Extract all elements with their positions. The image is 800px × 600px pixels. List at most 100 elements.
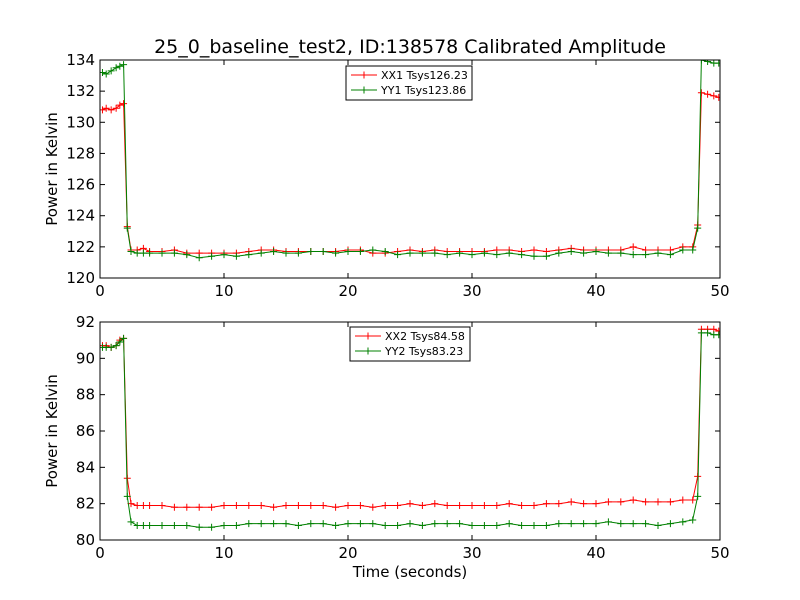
data-point	[195, 254, 203, 262]
data-point	[270, 248, 278, 256]
data-point	[715, 60, 720, 67]
data-point	[480, 521, 488, 529]
data-point	[567, 248, 575, 256]
data-point	[107, 343, 115, 351]
data-point	[431, 500, 439, 508]
data-point	[139, 249, 147, 257]
data-point	[592, 520, 600, 528]
data-point	[654, 521, 662, 529]
data-point	[220, 251, 228, 259]
y-tick-label: 124	[66, 207, 95, 225]
data-point	[679, 496, 687, 504]
data-point	[356, 520, 364, 528]
data-point	[344, 248, 352, 256]
data-point	[418, 521, 426, 529]
legend-box	[345, 65, 473, 101]
data-point	[139, 501, 147, 509]
data-point	[319, 248, 327, 256]
y-tick-label: 128	[66, 144, 95, 162]
data-point	[456, 501, 464, 509]
legend-marker	[364, 347, 372, 355]
data-point	[443, 520, 451, 528]
data-point	[394, 521, 402, 529]
data-point	[208, 252, 216, 260]
x-tick-label: 50	[710, 544, 729, 562]
data-point	[493, 521, 501, 529]
data-point	[493, 251, 501, 259]
data-point	[232, 521, 240, 529]
data-point	[170, 521, 178, 529]
x-tick-label: 40	[586, 282, 605, 300]
x-tick-label: 20	[338, 282, 357, 300]
data-point	[270, 520, 278, 528]
data-point	[666, 498, 674, 506]
data-point	[689, 246, 697, 254]
data-point	[102, 70, 110, 78]
legend-entry-label: XX1 Tsys126.23	[381, 69, 468, 82]
y-tick-label: 84	[76, 458, 95, 476]
data-point	[443, 501, 451, 509]
data-point	[294, 501, 302, 509]
data-point	[332, 249, 340, 257]
series-line-2	[102, 332, 719, 528]
data-point	[369, 246, 377, 254]
data-point	[112, 64, 120, 72]
y-tick-label: 90	[76, 349, 95, 367]
data-point	[694, 224, 702, 232]
data-point	[183, 521, 191, 529]
data-point	[356, 248, 364, 256]
data-point	[480, 249, 488, 257]
data-point	[282, 501, 290, 509]
data-point	[518, 521, 526, 529]
data-point	[592, 248, 600, 256]
data-point	[629, 520, 637, 528]
data-point	[120, 334, 128, 342]
data-point	[617, 498, 625, 506]
data-point	[642, 498, 650, 506]
data-point	[493, 501, 501, 509]
data-point	[208, 503, 216, 511]
data-point	[679, 518, 687, 526]
data-point	[666, 520, 674, 528]
data-point	[107, 67, 115, 75]
legend-marker	[360, 71, 368, 79]
data-point	[555, 249, 563, 257]
data-point	[123, 224, 131, 232]
data-point	[116, 62, 124, 70]
data-point	[123, 492, 131, 500]
data-point	[604, 498, 612, 506]
data-point	[710, 92, 718, 100]
data-point	[604, 518, 612, 526]
data-point	[394, 251, 402, 259]
data-point	[629, 243, 637, 251]
data-point	[112, 104, 120, 112]
y-tick-label: 134	[66, 51, 95, 69]
y-tick-label: 126	[66, 176, 95, 194]
x-axis-label: Time (seconds)	[352, 563, 468, 581]
x-tick-label: 0	[95, 544, 105, 562]
data-point	[518, 501, 526, 509]
data-point	[418, 501, 426, 509]
data-point	[505, 520, 513, 528]
legend: XX1 Tsys126.23 YY1 Tsys123.86	[345, 65, 473, 101]
data-point	[116, 101, 124, 109]
data-point	[480, 501, 488, 509]
data-point	[369, 520, 377, 528]
data-point	[604, 249, 612, 257]
data-point	[580, 520, 588, 528]
data-point	[307, 248, 315, 256]
data-point	[133, 249, 141, 257]
data-point	[580, 500, 588, 508]
data-point	[418, 249, 426, 257]
y-tick-label: 130	[66, 113, 95, 131]
data-point	[443, 251, 451, 259]
data-point	[542, 521, 550, 529]
legend-marker	[364, 332, 372, 340]
x-tick-label: 40	[586, 544, 605, 562]
data-point	[666, 251, 674, 259]
data-point	[406, 520, 414, 528]
x-tick-label: 10	[214, 282, 233, 300]
data-point	[183, 503, 191, 511]
data-point	[617, 249, 625, 257]
data-point	[530, 521, 538, 529]
